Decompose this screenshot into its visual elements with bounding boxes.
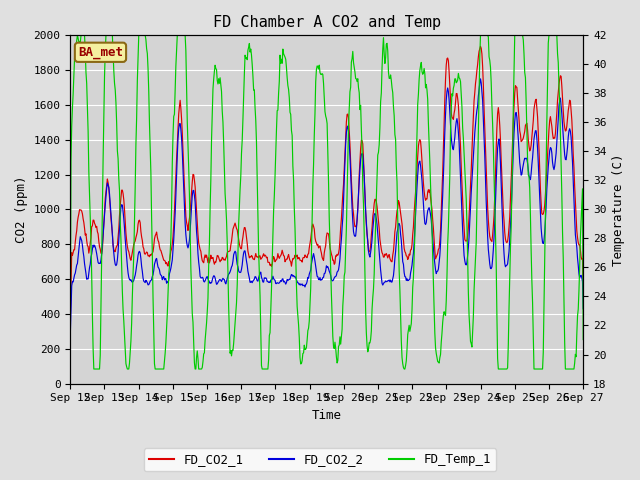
FD_CO2_2 [76,240,83,246]
Text: BA_met: BA_met [78,46,123,59]
FD_CO2_1 [180,183,188,189]
FD_CO2_2 [404,278,412,284]
FD_CO2_1 [389,252,397,258]
FD_CO2_2 [67,332,74,338]
FD_CO2_1 [67,315,74,321]
Line: FD_CO2_1: FD_CO2_1 [70,47,583,318]
Y-axis label: Temperature (C): Temperature (C) [612,153,625,265]
FD_Temp_1 [405,323,413,328]
Title: FD Chamber A CO2 and Temp: FD Chamber A CO2 and Temp [212,15,441,30]
FD_CO2_1 [129,249,136,255]
FD_Temp_1 [209,86,217,92]
FD_CO2_2 [180,204,188,210]
FD_CO2_2 [208,280,216,286]
FD_CO2_2 [477,76,484,82]
FD_Temp_1 [67,334,74,340]
FD_CO2_1 [404,257,412,263]
FD_Temp_1 [579,336,587,342]
FD_Temp_1 [182,48,189,53]
FD_CO2_2 [129,279,136,285]
FD_Temp_1 [74,33,81,38]
FD_CO2_1 [208,256,216,262]
FD_Temp_1 [90,366,98,372]
FD_Temp_1 [130,253,138,259]
FD_CO2_1 [76,207,83,213]
Legend: FD_CO2_1, FD_CO2_2, FD_Temp_1: FD_CO2_1, FD_CO2_2, FD_Temp_1 [144,448,496,471]
X-axis label: Time: Time [312,409,342,422]
FD_CO2_2 [579,306,587,312]
Line: FD_Temp_1: FD_Temp_1 [70,36,583,369]
FD_CO2_1 [477,44,484,49]
FD_Temp_1 [390,113,398,119]
Line: FD_CO2_2: FD_CO2_2 [70,79,583,335]
FD_CO2_1 [579,287,587,292]
FD_CO2_2 [389,276,397,282]
Y-axis label: CO2 (ppm): CO2 (ppm) [15,176,28,243]
FD_Temp_1 [76,40,84,46]
